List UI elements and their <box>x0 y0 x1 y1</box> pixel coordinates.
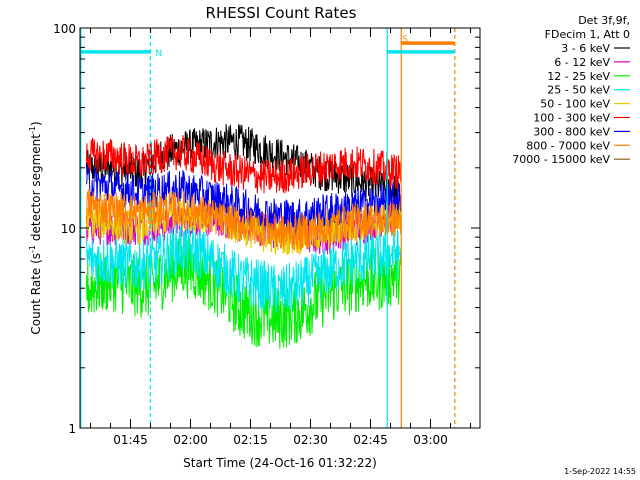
legend-header-line-2: FDecim 1, Att 0 <box>545 28 630 41</box>
legend-entry-label: 100 - 300 keV <box>533 112 610 125</box>
legend-entry-label: 3 - 6 keV <box>561 42 610 55</box>
legend-entry-label: 12 - 25 keV <box>547 70 610 83</box>
x-tick-label: 02:45 <box>353 433 388 447</box>
y-axis-label-part-2: detector segment <box>29 134 43 245</box>
legend-entry-label: 25 - 50 keV <box>547 84 610 97</box>
y-tick-label: 1 <box>68 422 76 436</box>
y-tick-label: 100 <box>53 22 76 36</box>
y-axis-label: Count Rate (s-1 detector segment-1) <box>28 121 43 334</box>
legend-entry-label: 6 - 12 keV <box>554 56 610 69</box>
x-tick-label: 01:45 <box>113 433 148 447</box>
plot-area: NS <box>80 28 456 428</box>
series-line-2 <box>85 236 402 349</box>
series-line-7 <box>85 189 402 250</box>
legend-header-line-1: Det 3f,9f, <box>578 14 630 27</box>
legend-entry-label: 800 - 7000 keV <box>526 139 610 152</box>
x-axis-ticks <box>90 28 472 428</box>
series-line-0 <box>85 124 402 208</box>
x-tick-label: 03:00 <box>413 433 448 447</box>
y-axis-label-part-1: Count Rate (s <box>29 253 43 335</box>
series-line-5 <box>85 135 402 194</box>
footer-date: 1-Sep-2022 14:55 <box>564 467 636 476</box>
y-axis-label-sup-1: -1 <box>28 245 37 253</box>
legend-entry-label: 50 - 100 keV <box>540 98 610 111</box>
band-label-2: S <box>402 35 408 45</box>
band-label-0: N <box>155 49 162 59</box>
y-axis-label-sup-2: -1 <box>28 126 37 134</box>
legend-entry-label: 7000 - 15000 keV <box>512 153 610 166</box>
x-tick-label: 02:30 <box>293 433 328 447</box>
y-axis-ticks <box>80 27 480 429</box>
chart-title: RHESSI Count Rates <box>206 4 357 22</box>
y-tick-label: 10 <box>61 222 76 236</box>
legend-entry-label: 300 - 800 keV <box>533 125 610 138</box>
series-line-3 <box>85 223 402 313</box>
series-line-6 <box>85 164 402 234</box>
y-axis-label-part-3: ) <box>29 121 43 126</box>
x-tick-label: 02:00 <box>173 433 208 447</box>
x-tick-label: 02:15 <box>233 433 268 447</box>
x-axis-label: Start Time (24-Oct-16 01:32:22) <box>183 456 377 470</box>
